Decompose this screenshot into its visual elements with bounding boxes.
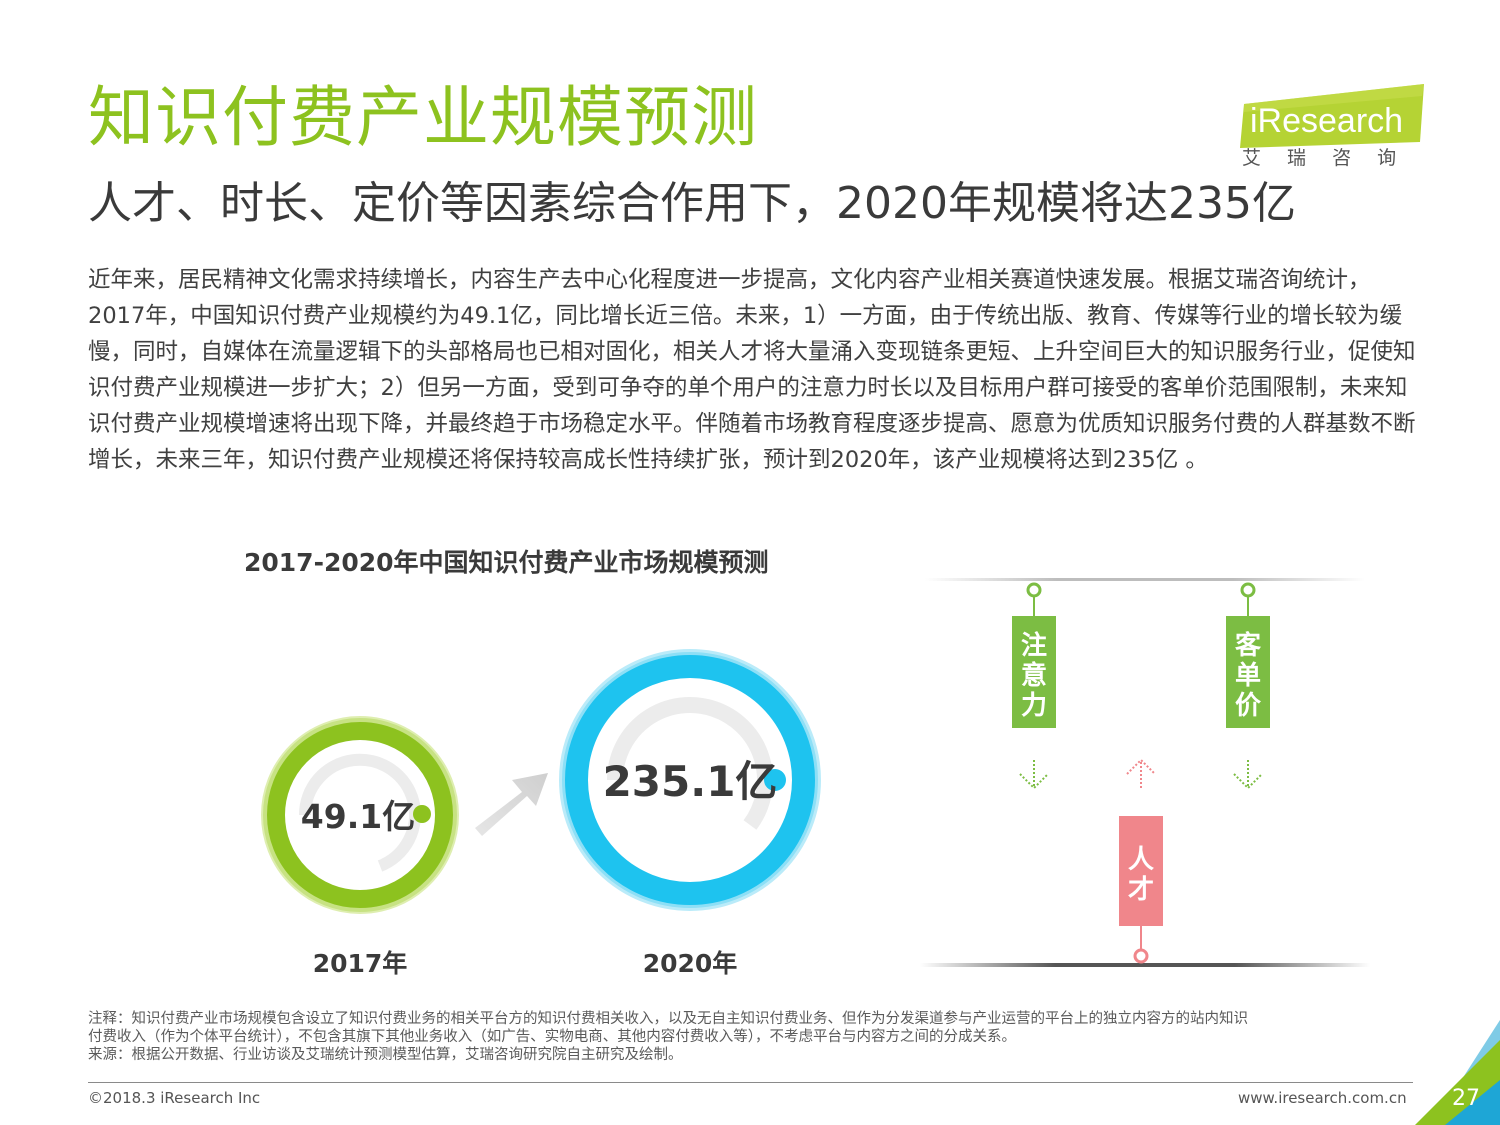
iresearch-logo: iResearch 艾 瑞 咨 询	[1240, 84, 1424, 169]
price-char-2: 单	[1235, 661, 1261, 691]
factor-talent: 人 才	[1119, 758, 1163, 964]
category-label-2020: 2020年	[643, 949, 738, 978]
page-subtitle: 人才、时长、定价等因素综合作用下，2020年规模将达235亿	[88, 178, 1296, 229]
price-char-3: 价	[1235, 691, 1262, 721]
logo-brand: iResearch	[1250, 102, 1403, 140]
copyright: ©2018.3 iResearch Inc	[88, 1089, 261, 1107]
note-line-1: 注释：知识付费产业市场规模包含设立了知识付费业务的相关平台方的知识付费相关收入，…	[88, 1011, 1248, 1027]
down-arrow-icon	[1233, 760, 1263, 790]
attention-char-1: 注	[1021, 630, 1047, 661]
value-label-2017: 49.1亿	[301, 797, 415, 836]
page-title: 知识付费产业规模预测	[88, 79, 758, 156]
down-arrow-icon	[1019, 760, 1049, 790]
talent-char-1: 人	[1128, 845, 1154, 875]
value-label-2020: 235.1亿	[603, 757, 778, 806]
bottom-rail	[920, 963, 1370, 967]
market-size-chart: 49.1亿 2017年 235.1亿 2020年	[261, 649, 821, 978]
factor-price: 客 单 价	[1226, 582, 1270, 790]
footer-divider	[88, 1082, 1413, 1083]
bubble-2017: 49.1亿 2017年	[261, 716, 459, 978]
logo-cn: 艾 瑞 咨 询	[1242, 147, 1406, 169]
footnote: 注释：知识付费产业市场规模包含设立了知识付费业务的相关平台方的知识付费相关收入，…	[88, 1010, 1433, 1064]
corner-decoration	[1415, 1020, 1500, 1125]
factor-diagram: 注 意 力 客 单 价 人 才	[920, 578, 1370, 967]
up-arrow-icon	[1126, 758, 1156, 790]
chart-title: 2017-2020年中国知识付费产业市场规模预测	[244, 548, 769, 577]
talent-char-2: 才	[1128, 875, 1154, 905]
top-rail	[925, 578, 1365, 581]
source-line: 来源：根据公开数据、行业访谈及艾瑞统计预测模型估算，艾瑞咨询研究院自主研究及绘制…	[88, 1047, 683, 1063]
factor-attention: 注 意 力	[1012, 582, 1056, 790]
category-label-2017: 2017年	[313, 949, 408, 978]
growth-arrow	[475, 773, 548, 836]
attention-char-2: 意	[1021, 660, 1047, 691]
bubble-2020: 235.1亿 2020年	[559, 649, 821, 978]
attention-char-3: 力	[1021, 691, 1047, 721]
page-number: 27	[1452, 1086, 1480, 1111]
note-line-2: 付费收入（作为个体平台统计），不包含其旗下其他业务收入（如广告、实物电商、其他内…	[88, 1029, 1016, 1045]
price-char-1: 客	[1235, 630, 1262, 661]
website-link[interactable]: www.iresearch.com.cn	[1238, 1089, 1407, 1107]
intro-paragraph: 近年来，居民精神文化需求持续增长，内容生产去中心化程度进一步提高，文化内容产业相…	[88, 267, 1416, 473]
